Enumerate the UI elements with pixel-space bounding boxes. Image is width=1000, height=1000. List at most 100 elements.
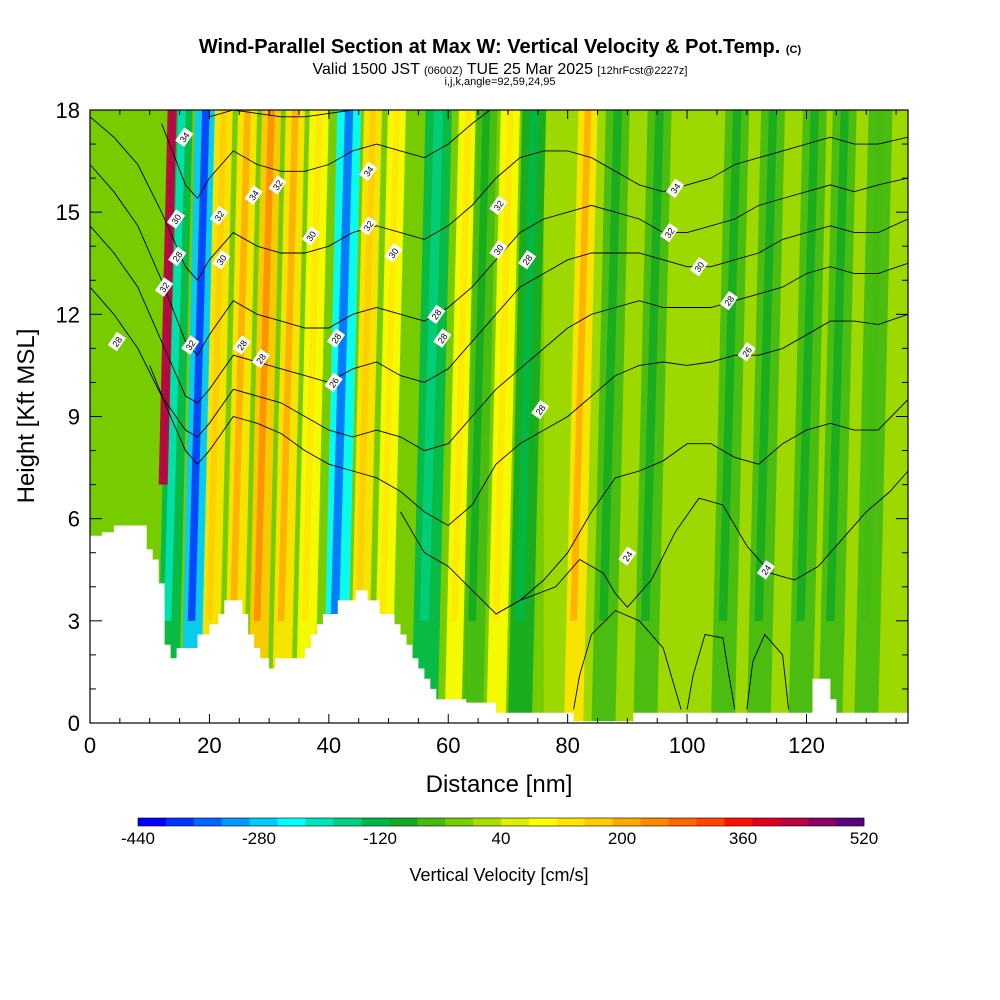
colorbar-tick-label: 200 bbox=[608, 829, 636, 848]
colorbar-swatch bbox=[389, 818, 418, 826]
contour-label-text: 30 bbox=[492, 243, 506, 257]
colorbar-swatch bbox=[305, 818, 334, 826]
contour-label-21: 34 bbox=[359, 161, 378, 182]
contour-label-text: 28 bbox=[329, 332, 343, 346]
colorbar-swatch bbox=[138, 818, 167, 826]
colorbar-swatch bbox=[528, 818, 558, 826]
contour-label-15: 28 bbox=[251, 348, 270, 369]
axis-ticks bbox=[89, 109, 908, 724]
contour-label-box bbox=[107, 331, 126, 352]
velocity-band-core-3 bbox=[229, 110, 251, 621]
x-tick-label: 100 bbox=[669, 733, 706, 758]
theta-contour-3 bbox=[746, 633, 790, 710]
colorbar-tick-label: -120 bbox=[363, 829, 397, 848]
velocity-band-core-13 bbox=[492, 110, 514, 621]
theta-contour-10 bbox=[161, 110, 491, 200]
contour-label-box bbox=[660, 222, 679, 243]
chart-valid-time: Valid 1500 JST (0600Z) TUE 25 Mar 2025 [… bbox=[312, 61, 688, 78]
contour-label-text: 30 bbox=[692, 260, 706, 274]
colorbar-swatch bbox=[584, 818, 613, 826]
contour-label-6: 34 bbox=[175, 127, 194, 147]
x-tick-label: 60 bbox=[436, 733, 460, 758]
contour-label-text: 28 bbox=[171, 250, 185, 264]
contour-label-box bbox=[531, 399, 550, 420]
contour-label-box bbox=[154, 277, 174, 297]
contour-label-box bbox=[666, 178, 685, 199]
contour-label-box bbox=[518, 250, 537, 270]
chart-title: Wind-Parallel Section at Max W: Vertical… bbox=[198, 36, 802, 58]
contour-label-text: 34 bbox=[669, 182, 683, 196]
contour-label-16: 34 bbox=[244, 185, 263, 205]
colorbar-swatch bbox=[333, 818, 362, 826]
colorbar-swatch bbox=[752, 818, 781, 826]
velocity-band-core-2 bbox=[206, 110, 227, 621]
contour-label-text: 32 bbox=[492, 199, 506, 213]
colorbar-tick-labels: -440 -280 -120 40 200 360 520 bbox=[121, 829, 878, 848]
contour-label-text: 24 bbox=[621, 549, 635, 563]
velocity-band-core-12 bbox=[468, 110, 491, 621]
contour-label-text: 34 bbox=[178, 131, 192, 145]
colorbar-swatch bbox=[640, 818, 669, 826]
theta-contour-4 bbox=[400, 399, 908, 615]
contour-label-18: 30 bbox=[301, 226, 320, 246]
contour-label-text: 28 bbox=[722, 294, 736, 308]
contour-label-23: 30 bbox=[384, 243, 403, 263]
contour-label-7: 30 bbox=[166, 209, 186, 229]
velocity-band-core-21 bbox=[826, 110, 849, 621]
y-axis-label: Height [Kft MSL] bbox=[13, 329, 40, 504]
contour-label-box bbox=[359, 216, 378, 236]
contour-label-box bbox=[181, 335, 200, 355]
colorbar-swatch bbox=[808, 818, 837, 826]
velocity-field bbox=[156, 110, 893, 723]
x-axis-label: Distance [nm] bbox=[426, 771, 573, 798]
velocity-band-core-4 bbox=[253, 110, 275, 621]
velocity-band-core-18 bbox=[718, 110, 742, 621]
contour-label-10: 28 bbox=[107, 331, 126, 352]
velocity-band-core-17 bbox=[641, 110, 664, 621]
theta-contour-5 bbox=[149, 313, 908, 527]
contour-label-box bbox=[719, 290, 738, 311]
colorbar-frame bbox=[137, 817, 865, 827]
velocity-band-core-10 bbox=[419, 110, 444, 621]
contour-label-text: 28 bbox=[110, 335, 124, 349]
contour-label-box bbox=[489, 239, 508, 260]
contour-label-box bbox=[232, 335, 251, 355]
theta-contour-6 bbox=[90, 262, 908, 452]
velocity-band-core-20 bbox=[796, 110, 820, 621]
contour-label-text: 32 bbox=[184, 338, 198, 352]
contour-label-text: 26 bbox=[740, 345, 754, 359]
contour-label-text: 28 bbox=[430, 308, 444, 322]
contour-label-1: 26 bbox=[737, 342, 756, 362]
contour-label-text: 30 bbox=[304, 229, 318, 243]
contour-label-text: 32 bbox=[157, 280, 171, 294]
theta-contour-8 bbox=[90, 164, 908, 356]
contour-label-text: 32 bbox=[212, 209, 226, 223]
contour-label-box bbox=[489, 195, 508, 216]
colorbar bbox=[137, 817, 865, 827]
y-tick-label: 9 bbox=[68, 405, 80, 430]
x-tick-labels: 0 20 40 60 80 100 120 bbox=[84, 733, 825, 758]
colorbar-swatch bbox=[501, 818, 530, 826]
contour-label-text: 32 bbox=[271, 178, 285, 192]
contour-label-text: 34 bbox=[247, 188, 261, 202]
colorbar-swatch bbox=[417, 818, 446, 826]
x-tick-label: 20 bbox=[197, 733, 221, 758]
chart-indices: i,j,k,angle=92,59,24,95 bbox=[444, 76, 556, 88]
contour-label-24: 28 bbox=[427, 304, 446, 325]
velocity-band-core-6 bbox=[301, 110, 323, 621]
contour-label-box bbox=[251, 348, 270, 369]
colorbar-tick-label: -440 bbox=[121, 829, 155, 848]
y-tick-label: 12 bbox=[56, 302, 80, 327]
contour-label-box bbox=[689, 256, 709, 277]
contour-label-box bbox=[384, 243, 403, 263]
velocity-band-core-22 bbox=[862, 110, 885, 621]
velocity-band-core-0 bbox=[163, 110, 186, 621]
contour-label-25: 28 bbox=[433, 328, 452, 348]
contour-label-5: 34 bbox=[666, 178, 685, 199]
contour-label-text: 28 bbox=[235, 338, 249, 352]
colorbar-swatch bbox=[193, 818, 223, 826]
contour-label-box bbox=[618, 546, 637, 566]
contour-label-22: 32 bbox=[359, 216, 378, 236]
contour-label-29: 28 bbox=[531, 399, 550, 420]
theta-contour-2 bbox=[686, 633, 736, 710]
